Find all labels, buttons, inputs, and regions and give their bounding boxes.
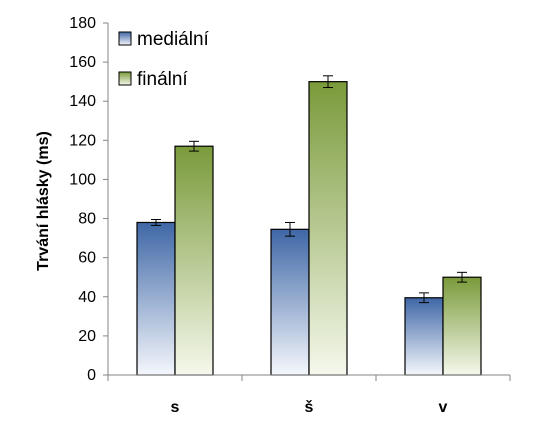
- y-axis-ticks: 0 20 40 60 80 100 120 140 160 180: [69, 15, 108, 384]
- error-bar: [285, 221, 295, 237]
- bar-finální-š: [308, 81, 348, 376]
- y-tick-label: 180: [69, 15, 96, 32]
- legend-label: mediální: [137, 29, 210, 50]
- legend: mediální finální: [118, 29, 210, 90]
- error-bar: [151, 219, 161, 226]
- bars: [136, 81, 482, 376]
- y-tick-label: 40: [78, 289, 96, 306]
- y-tick-label: 0: [87, 367, 96, 384]
- bar-finální-v: [442, 276, 482, 376]
- legend-swatch: [118, 31, 132, 46]
- legend-label: finální: [137, 69, 188, 90]
- y-tick-label: 60: [78, 250, 96, 267]
- bar-mediální-v: [404, 297, 444, 376]
- y-tick-label: 140: [69, 93, 96, 110]
- y-tick-label: 120: [69, 132, 96, 149]
- y-axis-label: Trvání hlásky (ms): [35, 131, 52, 271]
- bar-finální-s: [174, 145, 214, 376]
- error-bar: [189, 140, 199, 152]
- legend-swatch: [118, 71, 132, 86]
- error-bar: [323, 75, 333, 89]
- x-category-label: š: [305, 399, 314, 416]
- x-category-label: v: [439, 399, 448, 416]
- y-tick-label: 160: [69, 54, 96, 71]
- bar-mediální-š: [270, 228, 310, 376]
- error-bar: [457, 271, 467, 283]
- y-tick-label: 80: [78, 211, 96, 228]
- error-bar: [419, 292, 429, 304]
- error-bars: [151, 75, 467, 304]
- x-category-label: s: [171, 399, 180, 416]
- y-tick-label: 100: [69, 171, 96, 188]
- y-tick-label: 20: [78, 328, 96, 345]
- bar-mediální-s: [136, 221, 176, 376]
